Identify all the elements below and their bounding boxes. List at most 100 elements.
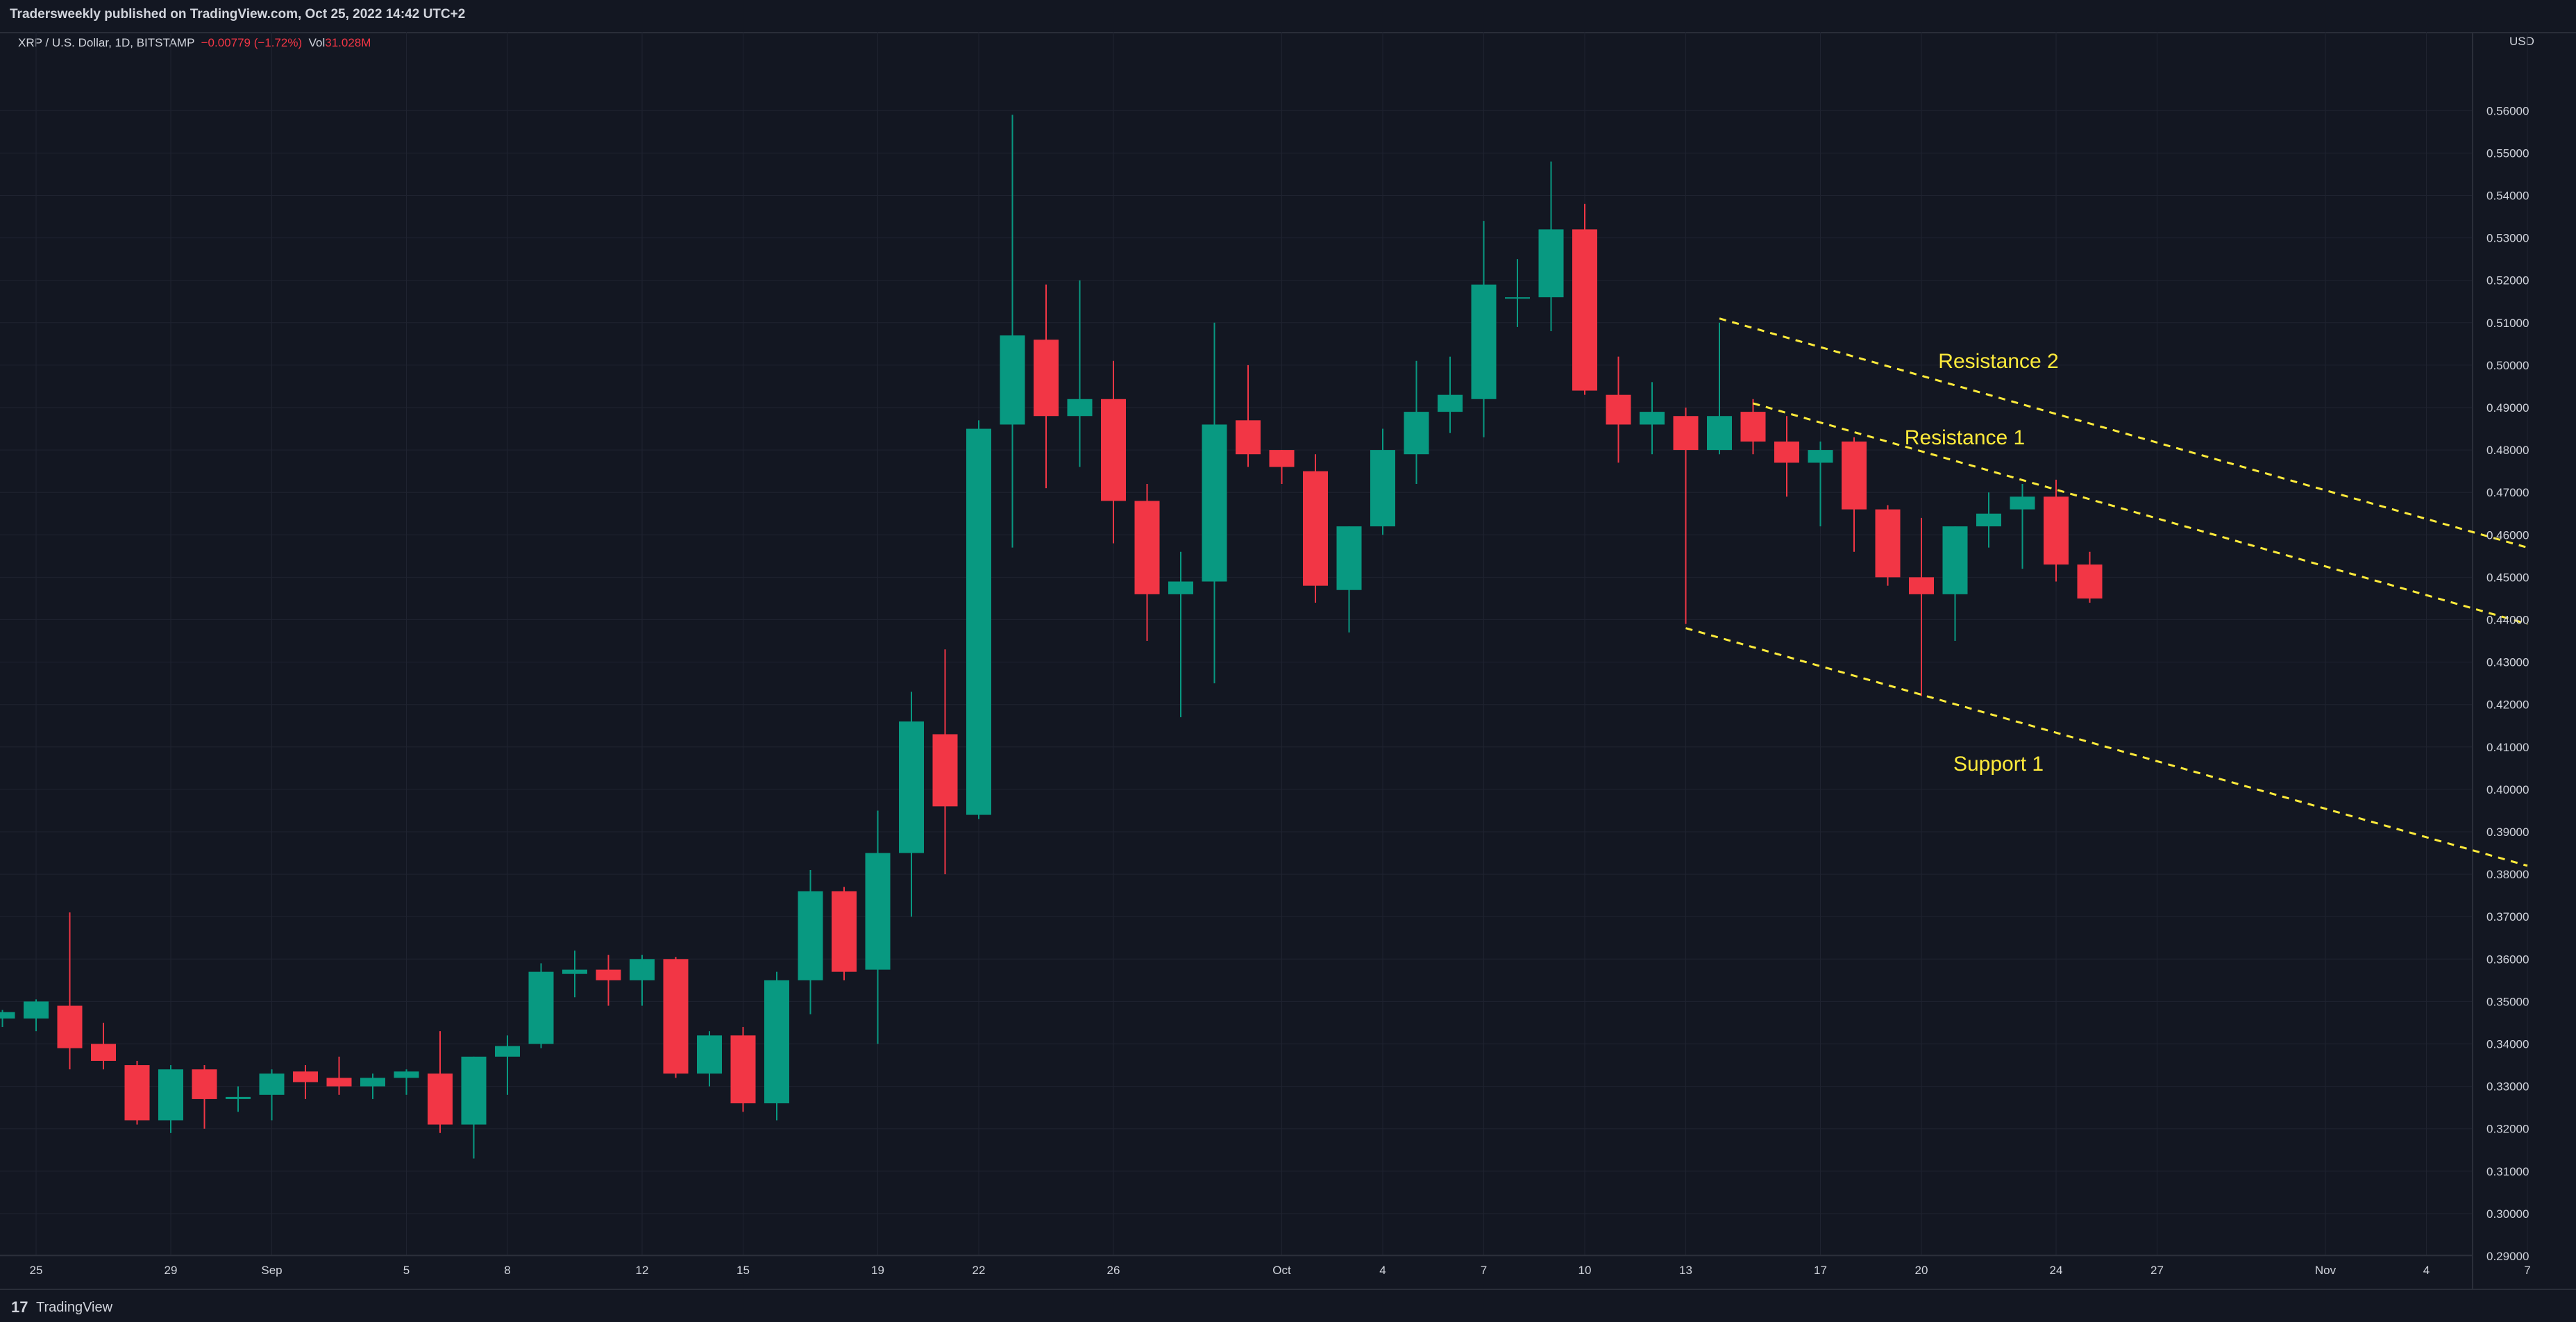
candle-body [1976, 513, 2001, 527]
trendline[interactable] [1753, 402, 2528, 626]
candle [326, 1056, 352, 1095]
candle-body [528, 971, 554, 1044]
candle-body [1505, 297, 1530, 299]
candle-body [495, 1046, 520, 1057]
price-tick-label: 0.51000 [2486, 317, 2529, 330]
candle-body [730, 1035, 756, 1104]
volume-value: 31.028M [325, 36, 371, 49]
candle [730, 1027, 756, 1112]
candle-body [663, 959, 689, 1074]
candle [1572, 203, 1597, 395]
date-tick-label: 17 [1814, 1264, 1827, 1277]
candle-body [1034, 340, 1059, 417]
candle [1168, 551, 1193, 718]
candle [1303, 454, 1328, 603]
candle [1134, 483, 1160, 642]
price-tick-label: 0.55000 [2486, 147, 2529, 160]
candle [1875, 505, 1901, 586]
price-tick-label: 0.50000 [2486, 359, 2529, 372]
candle-body [865, 853, 891, 970]
trendline[interactable] [1685, 627, 2528, 867]
trendline[interactable] [1719, 317, 2528, 549]
candle-body [1875, 509, 1901, 578]
date-tick-label: 19 [871, 1264, 884, 1277]
candle [495, 1035, 520, 1095]
candle-body [832, 891, 857, 972]
candle-body [1842, 441, 1867, 510]
candle-body [0, 1012, 15, 1019]
candle-body [461, 1056, 487, 1125]
price-tick-label: 0.52000 [2486, 274, 2529, 287]
candles [0, 115, 2103, 1159]
price-tick-label: 0.32000 [2486, 1123, 2529, 1136]
date-tick-label: 24 [2050, 1264, 2063, 1277]
candle-body [1572, 229, 1597, 391]
candle-body [2044, 496, 2069, 565]
date-tick-label: 12 [636, 1264, 649, 1277]
price-tick-label: 0.30000 [2486, 1207, 2529, 1221]
price-tick-label: 0.42000 [2486, 698, 2529, 712]
time-axis[interactable]: 25 29 Sep 5 8 12 15 19 22 26 Oct 4 7 10 13 17 20 24 27 Nov 4… [30, 1264, 2531, 1277]
candle-body [1134, 501, 1160, 594]
date-tick-label: Oct [1272, 1264, 1291, 1277]
candle [24, 999, 49, 1032]
candle-body [1168, 581, 1193, 594]
candle [1404, 360, 1429, 484]
candle-body [798, 891, 823, 980]
candle [1370, 428, 1395, 535]
candle-body [1202, 424, 1227, 582]
price-tick-label: 0.56000 [2486, 104, 2529, 117]
candle [1707, 322, 1732, 455]
candle-body [1606, 394, 1631, 425]
candle-body [1942, 526, 1968, 594]
candle [1471, 221, 1497, 437]
candle [966, 420, 991, 819]
annotation-label: Resistance 1 [1905, 426, 2025, 449]
candle [899, 692, 924, 917]
price-tick-label: 0.39000 [2486, 826, 2529, 839]
price-tick-label: 0.43000 [2486, 656, 2529, 669]
candle-body [1236, 420, 1261, 455]
candle [0, 1010, 15, 1028]
candle-body [1438, 394, 1463, 412]
price-tick-label: 0.36000 [2486, 953, 2529, 966]
price-tick-label: 0.53000 [2486, 232, 2529, 245]
candle [596, 955, 621, 1006]
price-axis[interactable]: 0.56000 0.55000 0.54000 0.53000 0.52000 0.510… [2486, 104, 2529, 1263]
candle [865, 810, 891, 1044]
candle [1336, 526, 1362, 633]
candle-body [932, 734, 958, 807]
date-tick-label: 10 [1579, 1264, 1592, 1277]
price-tick-label: 0.41000 [2486, 741, 2529, 754]
date-tick-label: 26 [1107, 1264, 1120, 1277]
candle-body [697, 1035, 722, 1074]
candle-body [1000, 335, 1025, 425]
candle [428, 1031, 453, 1133]
trendlines[interactable] [1685, 317, 2528, 867]
price-tick-label: 0.35000 [2486, 995, 2529, 1008]
price-tick-label: 0.34000 [2486, 1038, 2529, 1051]
candle-body [562, 969, 587, 974]
candle [2077, 551, 2103, 603]
price-tick-label: 0.29000 [2486, 1250, 2529, 1263]
candlestick-chart[interactable]: Resistance 2 Resistance 1 Support 1 0.5600… [0, 32, 2576, 1289]
candle [764, 971, 789, 1121]
candle [259, 1069, 285, 1121]
candle [2044, 479, 2069, 582]
date-tick-label: 5 [403, 1264, 410, 1277]
publisher-bar: Tradersweekly published on TradingView.c… [0, 0, 2576, 33]
candle [226, 1086, 251, 1112]
candle [293, 1065, 318, 1099]
candle [1774, 416, 1799, 497]
candle [1976, 492, 2001, 548]
price-tick-label: 0.40000 [2486, 783, 2529, 796]
candle-body [966, 428, 991, 815]
price-tick-label: 0.37000 [2486, 910, 2529, 923]
price-tick-label: 0.48000 [2486, 444, 2529, 457]
date-tick-label: 13 [1679, 1264, 1692, 1277]
candle [663, 957, 689, 1078]
footer-bar: 17 TradingView [0, 1289, 2576, 1322]
candle [1034, 284, 1059, 489]
date-tick-label: Nov [2315, 1264, 2337, 1277]
candle [1236, 365, 1261, 467]
